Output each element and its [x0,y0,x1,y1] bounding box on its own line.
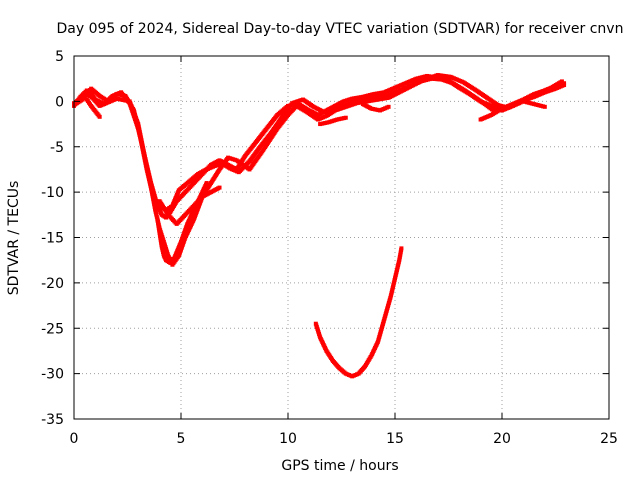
data-point [500,106,504,111]
data-point [386,104,391,109]
y-tick-label: 0 [55,94,64,110]
x-tick-label: 10 [279,431,297,447]
data-point [559,79,564,84]
y-tick-label: 5 [55,49,64,65]
chart-title: Day 095 of 2024, Sidereal Day-to-day VTE… [57,21,624,37]
axis-ticks: 0 5 10 15 20 25 5 0 -5 -10 -15 -20 -25 -30 -35 [41,49,618,447]
data-point [204,181,209,186]
y-tick-label: -5 [50,140,64,156]
y-tick-label: -20 [41,276,64,292]
x-axis-label: GPS time / hours [281,458,398,474]
y-tick-label: -30 [41,367,64,383]
x-tick-label: 0 [70,431,79,447]
data-point [542,104,547,109]
data-point [97,114,102,119]
y-tick-label: -35 [41,412,64,428]
y-axis-label: SDTVAR / TECUs [6,181,22,296]
x-tick-label: 20 [493,431,511,447]
x-tick-label: 5 [177,431,186,447]
data-point [399,246,404,251]
x-tick-label: 25 [600,431,618,447]
data-point [217,185,222,190]
y-tick-label: -15 [41,231,64,247]
data-points [72,73,567,379]
y-tick-label: -10 [41,185,64,201]
y-tick-label: -25 [41,321,64,337]
x-tick-label: 15 [386,431,404,447]
data-point [343,115,348,120]
data-point [562,83,567,88]
